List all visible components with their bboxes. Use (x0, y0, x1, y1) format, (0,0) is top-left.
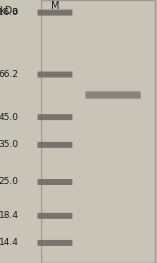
FancyBboxPatch shape (38, 179, 72, 185)
Text: 18.4: 18.4 (0, 211, 19, 220)
FancyBboxPatch shape (41, 0, 155, 263)
FancyBboxPatch shape (85, 91, 141, 99)
Text: 25.0: 25.0 (0, 178, 19, 186)
Text: 35.0: 35.0 (0, 140, 19, 149)
Text: 45.0: 45.0 (0, 113, 19, 122)
FancyBboxPatch shape (38, 240, 72, 246)
Text: kDa: kDa (0, 6, 19, 16)
Text: 14.4: 14.4 (0, 238, 19, 247)
Text: M: M (51, 1, 59, 11)
FancyBboxPatch shape (38, 10, 72, 16)
FancyBboxPatch shape (38, 142, 72, 148)
Text: 116.0: 116.0 (0, 8, 19, 17)
FancyBboxPatch shape (38, 114, 72, 120)
FancyBboxPatch shape (38, 72, 72, 78)
FancyBboxPatch shape (0, 0, 41, 263)
Text: 66.2: 66.2 (0, 70, 19, 79)
FancyBboxPatch shape (38, 213, 72, 219)
